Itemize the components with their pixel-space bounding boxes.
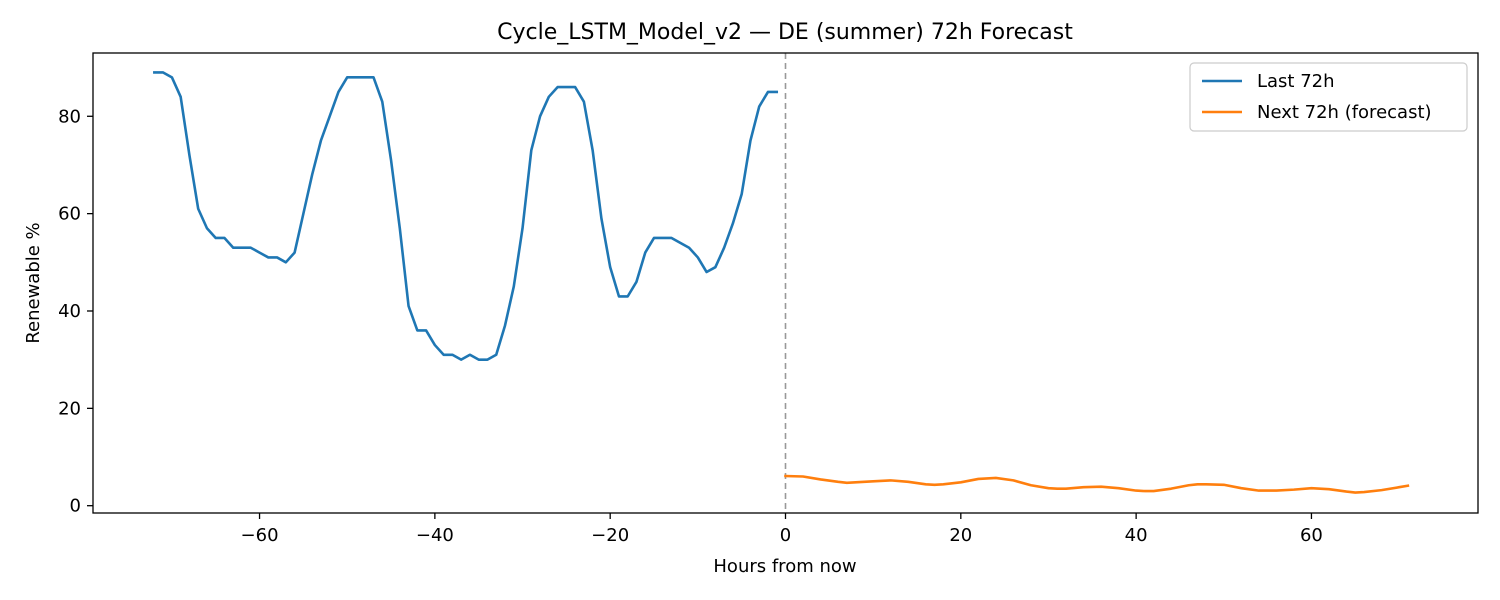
x-tick-label: 60 <box>1300 525 1323 546</box>
y-tick-label: 40 <box>58 301 81 322</box>
x-tick-label: −60 <box>241 525 279 546</box>
legend-label-0: Last 72h <box>1257 71 1335 92</box>
y-tick-label: 60 <box>58 204 81 225</box>
x-axis-label: Hours from now <box>713 556 856 577</box>
chart-title: Cycle_LSTM_Model_v2 — DE (summer) 72h Fo… <box>497 20 1073 45</box>
y-tick-label: 0 <box>70 496 81 517</box>
x-tick-label: 40 <box>1125 525 1148 546</box>
axes: −60 −40 −20 0 20 40 60 0 20 40 60 80 <box>58 52 1479 546</box>
x-tick-label: −40 <box>416 525 454 546</box>
series-line-0 <box>153 71 779 361</box>
y-tick-label: 20 <box>58 398 81 419</box>
legend-box <box>1189 62 1468 132</box>
x-tick-label: 0 <box>780 525 791 546</box>
y-axis-label: Renewable % <box>23 222 44 343</box>
plot-area <box>153 53 1410 513</box>
y-tick-label: 80 <box>58 106 81 127</box>
x-tick-label: 20 <box>949 525 972 546</box>
legend: Last 72h Next 72h (forecast) <box>1189 62 1468 132</box>
x-tick-label: −20 <box>591 525 629 546</box>
legend-label-1: Next 72h (forecast) <box>1257 102 1432 123</box>
series-line-1 <box>784 474 1410 494</box>
